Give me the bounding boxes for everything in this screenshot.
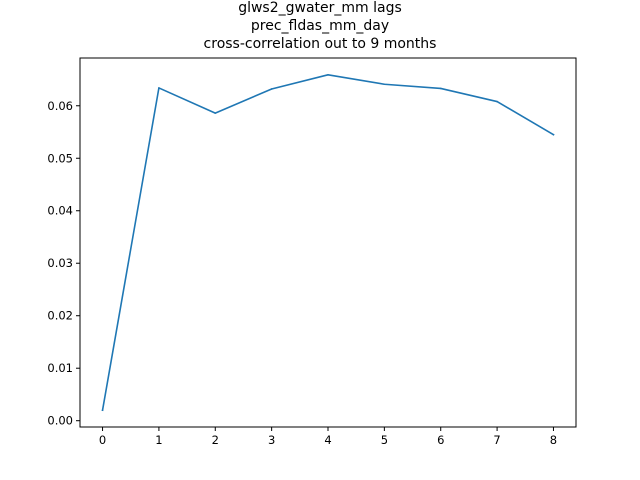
y-tick-label: 0.01 [47,361,73,375]
chart-title-line-1: glws2_gwater_mm lags [238,0,402,16]
x-tick-label: 2 [212,433,219,447]
chart-title-line-3: cross-correlation out to 9 months [203,36,437,52]
series-line [101,74,555,412]
x-tick-label: 3 [268,433,275,447]
y-tick-label: 0.06 [47,99,73,113]
data-point [214,112,217,114]
data-point [496,100,498,103]
y-tick-label: 0.04 [47,204,73,218]
y-tick-label: 0.03 [47,256,73,270]
data-point [383,83,386,86]
y-tick-label: 0.02 [47,309,73,323]
x-tick-label: 4 [324,433,331,447]
x-tick-label: 1 [155,433,162,447]
x-tick-label: 7 [493,433,500,447]
x-tick-label: 0 [99,433,106,447]
x-tick-label: 6 [437,433,444,447]
plot-area: 0 1 2 3 4 5 6 7 8 0.00 0.01 0.02 0.03 0.04 0.05 0.06 [47,57,577,447]
data-point [327,73,329,76]
y-tick-label: 0.05 [47,151,73,165]
axes-frame [79,57,577,428]
data-point [158,87,160,89]
x-tick-label: 5 [381,433,388,447]
data-point [101,409,104,412]
y-tick-label: 0.00 [47,414,73,428]
chart-title-line-2: prec_fldas_mm_day [250,18,390,34]
data-point [439,87,442,90]
data-point [270,88,273,90]
x-tick-label: 8 [550,433,557,447]
data-point [552,133,555,136]
